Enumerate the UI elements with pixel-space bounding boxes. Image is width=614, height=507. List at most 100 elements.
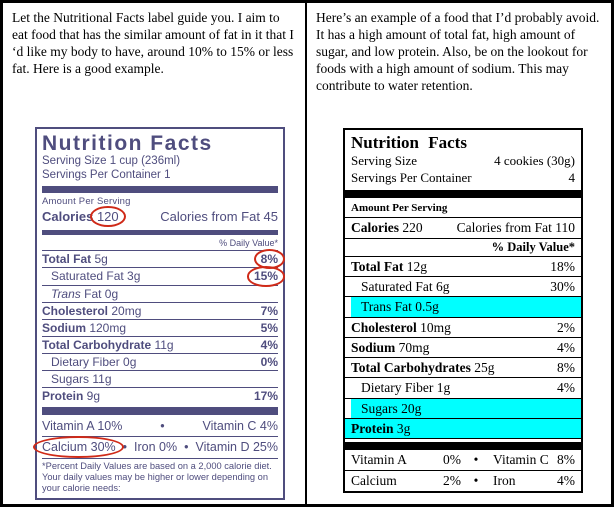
label-title: Nutrition Facts (351, 133, 467, 152)
calories-word: Calories (42, 209, 94, 225)
divider-bar (345, 189, 581, 198)
nutrient-name: Total Carbohydrates 25g (351, 360, 495, 376)
nutrient-name: Sodium 70mg (351, 339, 430, 355)
servings-per-container: Servings Per Container 1 (42, 168, 171, 181)
vitamin-row-2: Calcium 30% • Iron 0% • Vitamin D 25% (33, 435, 278, 458)
nutrient-row: Sodium 70mg 4% (345, 338, 581, 359)
nutrient-daily-value: 18% (550, 258, 575, 274)
vitamin-percent: 8% (557, 452, 575, 468)
calories-from-fat: Calories from Fat 110 (456, 219, 575, 235)
nutrient-row: Saturated Fat 3g 15% (42, 266, 286, 287)
nutrient-daily-value: 4% (557, 339, 575, 355)
nutrient-row: Total Carbohydrates 25g 8% (345, 358, 581, 379)
calcium: Calcium 30% (42, 439, 116, 454)
nutrient-daily-value: 4% (557, 380, 575, 396)
nutrient-row: Total Fat 5g 8% (42, 249, 286, 270)
divider-bar (42, 230, 278, 236)
calories-value: 120 (96, 209, 119, 225)
calories-value: 220 (399, 219, 423, 235)
nutrition-label-avoid-example: Nutrition Facts Serving Size 4 cookies (… (343, 128, 583, 494)
divider-bar (42, 186, 278, 194)
daily-value-note: % Daily Value* (345, 239, 581, 257)
nutrient-name: Sodium 120mg (42, 320, 127, 335)
servings-label: Servings Per Container (351, 169, 472, 185)
nutrient-name: Saturated Fat 6g (361, 279, 450, 295)
nutrient-row: Protein 3g (345, 418, 581, 440)
nutrient-name: Total Fat 12g (351, 258, 428, 274)
nutrient-name: Total Fat 5g (42, 252, 108, 267)
vitamin-percent: 2% (443, 473, 461, 489)
bullet-separator: • (160, 418, 165, 433)
calories-row: Calories 220 Calories from Fat 110 (345, 218, 581, 239)
nutrient-daily-value: 8% (253, 249, 286, 270)
serving-size-value: 4 cookies (30g) (494, 153, 575, 168)
nutrient-rows: Total Fat 5g 8% Saturated Fat 3g 15% Tra… (42, 249, 286, 404)
nutrient-name: Protein 3g (351, 420, 411, 436)
calories-row-left: Calories 120 (42, 206, 126, 228)
nutrient-name: Trans Fat 0.5g (361, 299, 439, 315)
left-column: Let the Nutritional Facts label guide yo… (3, 3, 307, 504)
nutrient-row: Cholesterol 20mg 7% (42, 301, 278, 319)
vitamin-row-1: Vitamin A 10% • Vitamin C 4% (42, 416, 278, 436)
bullet-separator: • (184, 439, 189, 454)
nutrient-row: Dietary Fiber 0g 0% (42, 353, 278, 370)
iron: Iron 0% (134, 439, 178, 454)
nutrient-daily-value: 30% (550, 279, 575, 295)
nutrient-name: Dietary Fiber 1g (361, 380, 451, 396)
nutrient-daily-value: 15% (246, 266, 286, 287)
vitamin-rows: Vitamin A 0% • Vitamin C 8% Calcium 2% •… (345, 450, 581, 491)
nutrient-name: Sugars 20g (361, 400, 422, 416)
nutrient-name: Dietary Fiber 0g (51, 355, 137, 370)
bullet-separator: • (122, 439, 128, 454)
nutrient-row: Sugars 20g (345, 398, 581, 419)
nutrient-row: Protein 9g 17% (42, 387, 278, 404)
nutrient-row: Sodium 120mg 5% (42, 318, 278, 336)
calories-row: Calories 120 Calories from Fat 45 (42, 206, 278, 228)
nutrient-row: Dietary Fiber 1g 4% (345, 378, 581, 399)
serving-size: Serving Size 1 cup (236ml) (42, 155, 181, 168)
nutrition-label-good-example: Nutrition Facts Serving Size 1 cup (236m… (33, 127, 286, 501)
servings-row: Servings Per Container 4 (345, 170, 581, 187)
vitamin-name: Iron (493, 473, 516, 489)
nutrient-daily-value: 4% (260, 338, 278, 352)
nutrient-row: Saturated Fat 6g 30% (345, 277, 581, 298)
nutrient-name: Trans Fat 0g (51, 286, 119, 301)
vitamin-row: Vitamin A 0% • Vitamin C 8% (345, 450, 581, 470)
nutrient-row: Total Carbohydrate 11g 4% (42, 336, 278, 353)
left-paragraph: Let the Nutritional Facts label guide yo… (12, 10, 294, 76)
nutrient-name: Total Carbohydrate 11g (42, 338, 174, 352)
nutrient-name: Protein 9g (42, 389, 101, 404)
nutrient-row: Trans Fat 0g (42, 284, 278, 302)
vitamin-name: Vitamin A (351, 452, 407, 468)
nutrient-row: Total Fat 12g 18% (345, 257, 581, 278)
label-title: Nutrition Facts (42, 132, 213, 155)
nutrient-daily-value: 2% (557, 319, 575, 335)
bullet-separator: • (473, 473, 479, 489)
calories-from-fat: Calories from Fat 45 (160, 209, 278, 225)
right-paragraph: Here’s an example of a food that I’d pro… (316, 10, 600, 93)
nutrient-daily-value: 17% (253, 389, 278, 404)
servings-value: 4 (568, 169, 576, 185)
label-footnote: *Percent Daily Values are based on a 2,0… (42, 457, 278, 494)
daily-value-note: % Daily Value* (219, 238, 278, 249)
calcium-red-circle-annotation: Calcium 30% (33, 435, 124, 458)
calories-row-left: Calories 220 (351, 220, 423, 236)
nutrient-name: Cholesterol 20mg (42, 303, 142, 318)
vitamin-percent: 4% (557, 473, 575, 489)
nutrient-daily-value: 7% (260, 303, 278, 318)
vitamin-d: Vitamin D 25% (195, 439, 278, 454)
nutrient-daily-value: 0% (260, 355, 278, 370)
divider-bar (42, 406, 278, 415)
vitamin-c: Vitamin C 4% (202, 418, 279, 433)
amount-per-serving: Amount Per Serving (42, 196, 131, 208)
nutrient-row: Cholesterol 10mg 2% (345, 318, 581, 338)
nutrient-name: Cholesterol 10mg (351, 319, 451, 335)
vitamin-row: Calcium 2% • Iron 4% (345, 470, 581, 491)
calories-word: Calories (351, 219, 399, 235)
nutrient-daily-value: 5% (260, 320, 278, 335)
amount-per-serving: Amount Per Serving (345, 198, 581, 218)
serving-size-row: Serving Size 4 cookies (30g) (345, 153, 581, 170)
right-column: Here’s an example of a food that I’d pro… (307, 3, 611, 504)
nutrient-daily-value: 8% (557, 360, 575, 376)
